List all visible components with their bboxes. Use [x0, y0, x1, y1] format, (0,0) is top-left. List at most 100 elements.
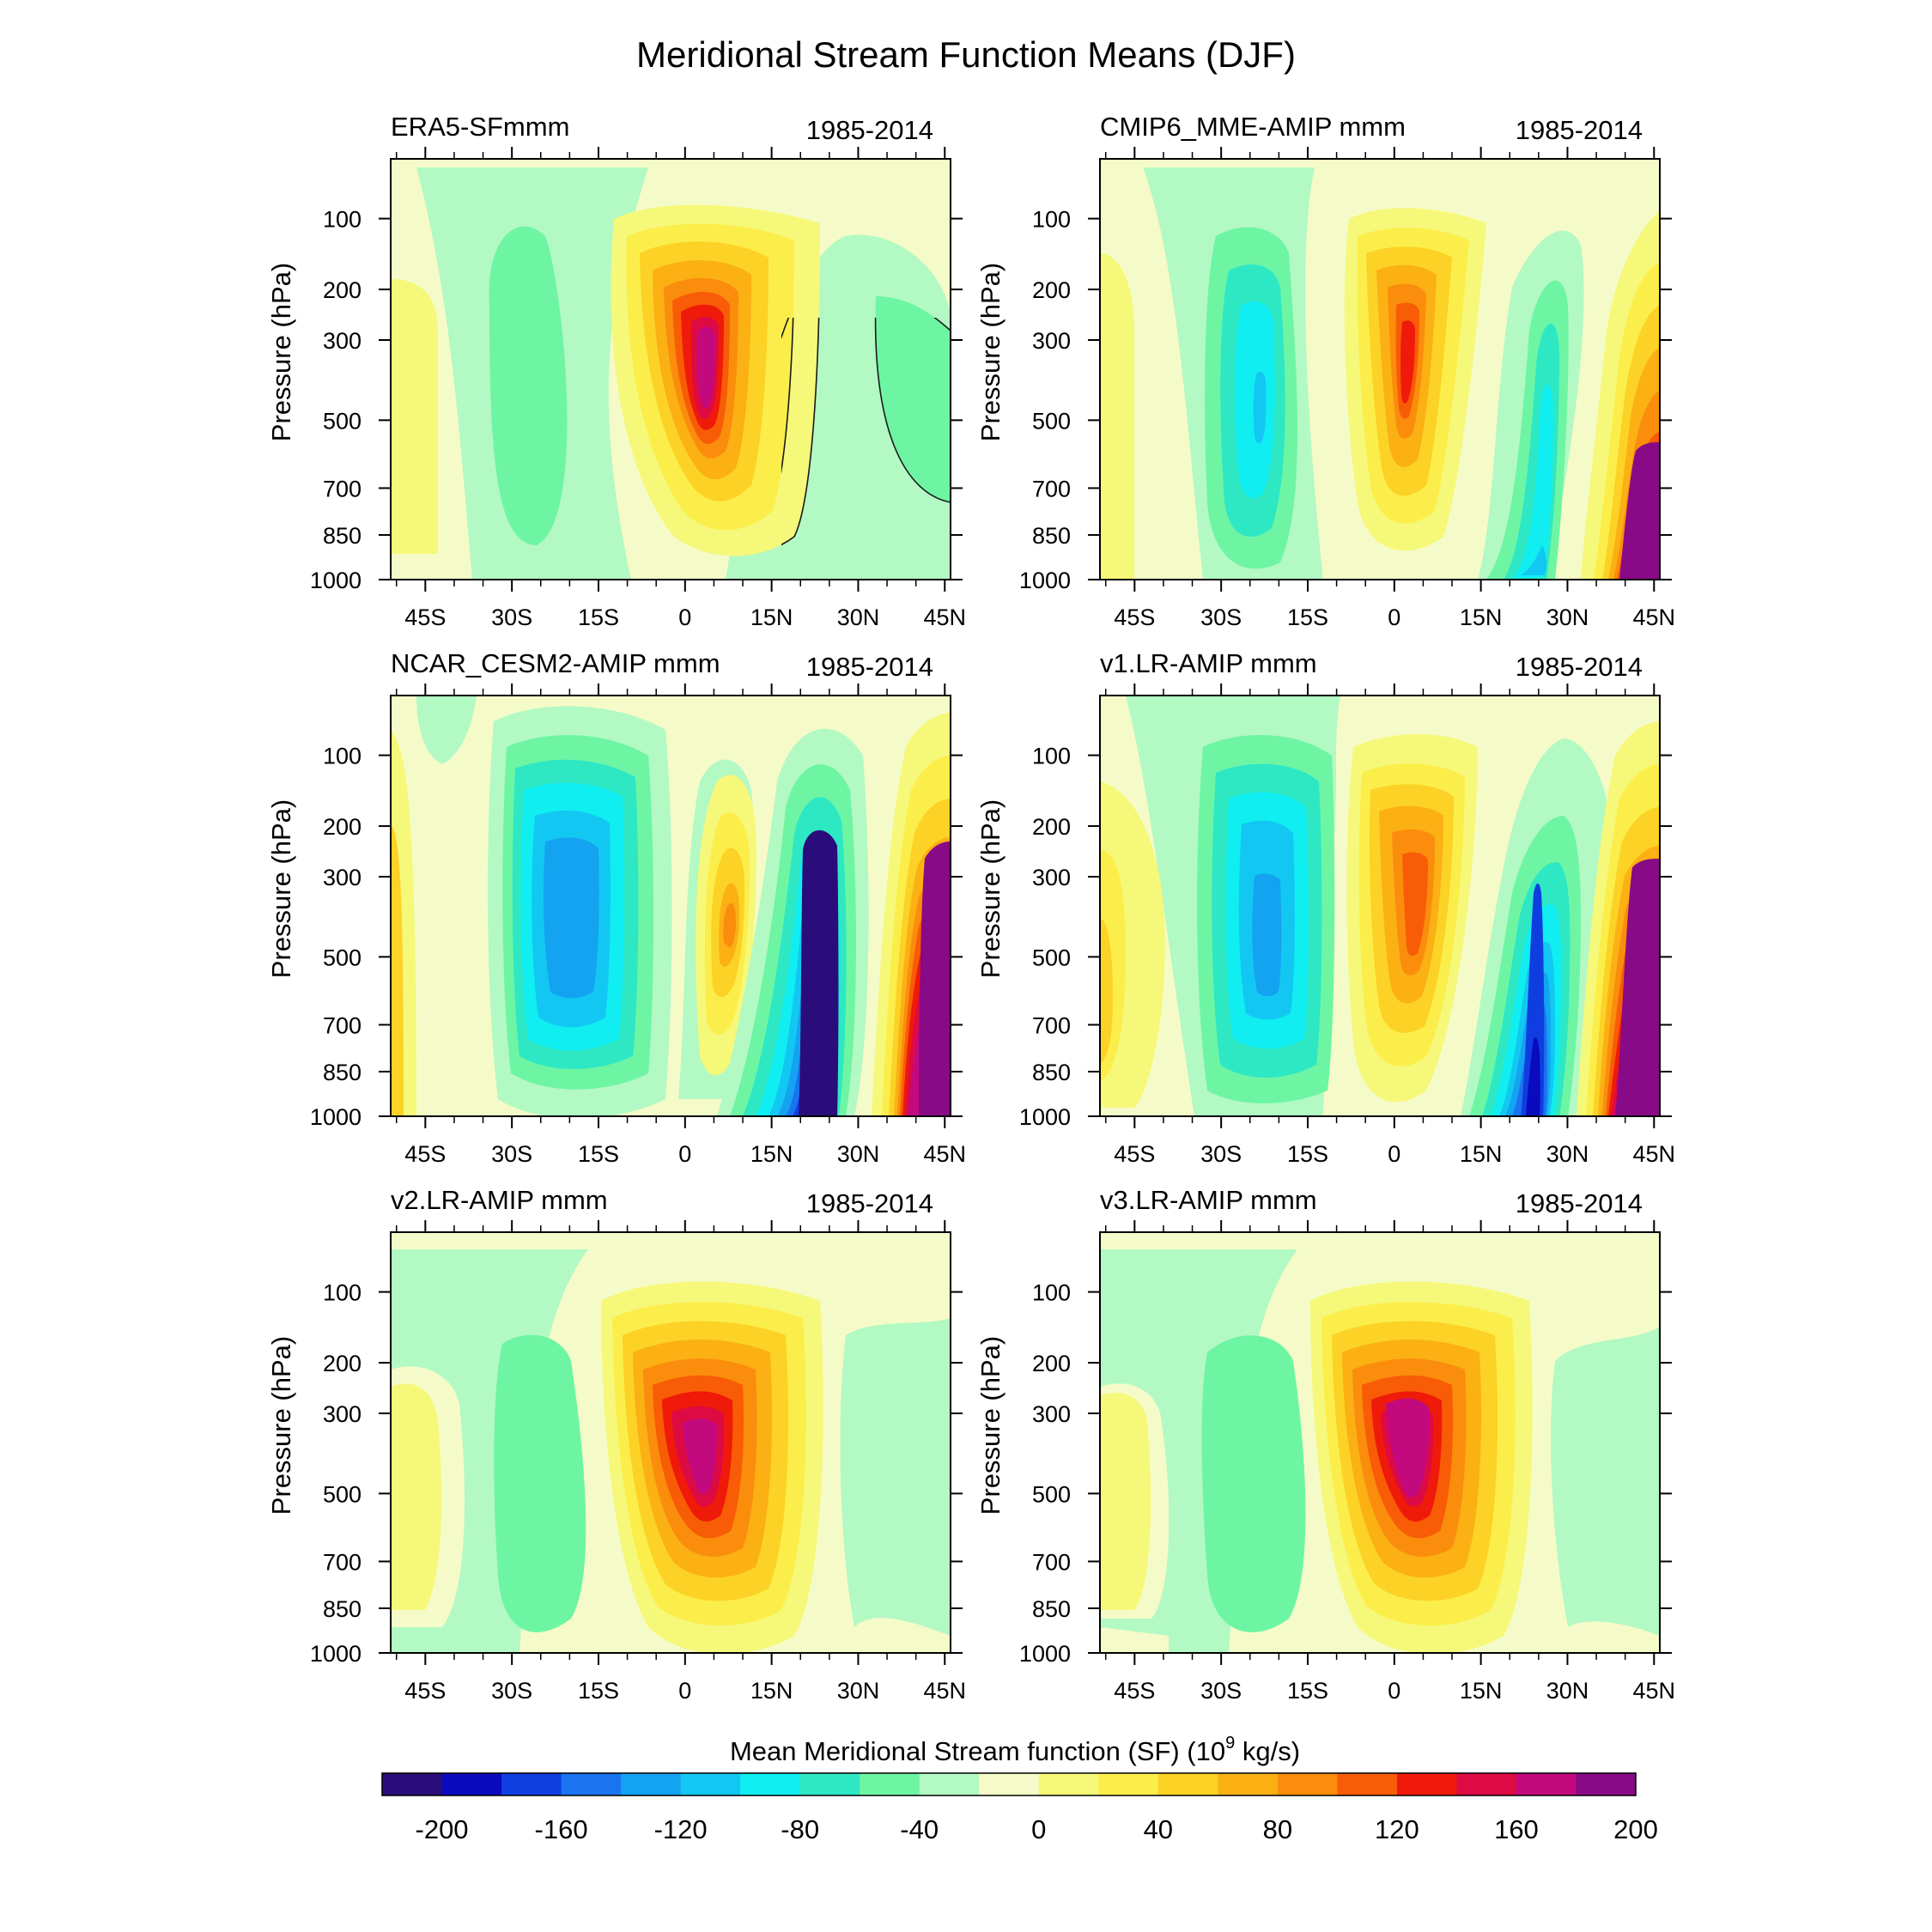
- y-tick-label: 500: [323, 1481, 361, 1507]
- colorbar-swatch: [501, 1773, 562, 1795]
- y-tick-label: 1000: [1019, 1104, 1071, 1130]
- y-tick-label: 100: [323, 744, 361, 769]
- y-tick-label: 200: [1032, 1351, 1071, 1376]
- panel-2: 45S 30S 15S 0 15N 30N 45N 100 200 300 500 700 850 100…: [975, 112, 1675, 630]
- panel-period: 1985-2014: [806, 652, 933, 682]
- y-axis-label: Pressure (hPa): [266, 1336, 296, 1515]
- x-tick-label: 45S: [1114, 605, 1155, 630]
- panel-title: v2.LR-AMIP mmm: [391, 1185, 608, 1215]
- panel-title: CMIP6_MME-AMIP mmm: [1100, 112, 1406, 142]
- y-tick-label: 100: [1032, 1280, 1071, 1306]
- y-tick-label: 300: [323, 1401, 361, 1427]
- figure-title: Meridional Stream Function Means (DJF): [636, 34, 1296, 75]
- panel-title: NCAR_CESM2-AMIP mmm: [391, 648, 720, 678]
- colorbar-label: -40: [900, 1814, 939, 1844]
- y-tick-label: 1000: [1019, 1641, 1071, 1667]
- y-tick-label: 200: [323, 1351, 361, 1376]
- x-tick-label: 0: [678, 605, 691, 630]
- x-tick-label: 45S: [404, 605, 446, 630]
- x-tick-label: 45S: [1114, 1141, 1155, 1167]
- sf-contour-field: [391, 1232, 951, 1653]
- panel-period: 1985-2014: [806, 1188, 933, 1218]
- panel-3: 45S 30S 15S 0 15N 30N 45N 100 200 300 500 700 850 100…: [266, 648, 966, 1167]
- colorbar-swatch: [860, 1773, 920, 1795]
- y-tick-label: 700: [323, 1012, 361, 1038]
- y-tick-label: 700: [1032, 1549, 1071, 1575]
- colorbar-swatch: [1576, 1773, 1637, 1795]
- sf-contour-field: [1100, 159, 1660, 580]
- colorbar-swatch: [680, 1773, 741, 1795]
- y-tick-label: 700: [323, 1549, 361, 1575]
- panel-title: v1.LR-AMIP mmm: [1100, 648, 1317, 678]
- colorbar-swatch: [1157, 1773, 1218, 1795]
- x-tick-label: 30S: [1200, 1678, 1242, 1704]
- x-tick-label: 30N: [837, 1678, 880, 1704]
- y-axis-label: Pressure (hPa): [266, 263, 296, 441]
- sf-contour-field: [1100, 1232, 1660, 1653]
- x-tick-label: 30N: [837, 605, 880, 630]
- y-tick-label: 300: [1032, 328, 1071, 354]
- sf-contour-field: [391, 696, 951, 1116]
- colorbar-swatch: [1396, 1773, 1457, 1795]
- x-tick-label: 45N: [924, 1141, 967, 1167]
- y-tick-label: 100: [1032, 207, 1071, 233]
- colorbar-label: 200: [1613, 1814, 1658, 1844]
- colorbar: Mean Meridional Stream function (SF) (10…: [381, 1734, 1658, 1844]
- colorbar-label: -200: [416, 1814, 469, 1844]
- y-tick-label: 500: [323, 945, 361, 970]
- y-tick-label: 300: [1032, 1401, 1071, 1427]
- x-tick-label: 30S: [1200, 1141, 1242, 1167]
- colorbar-frame: [381, 1772, 1637, 1796]
- x-tick-label: 45N: [1633, 1141, 1676, 1167]
- y-tick-label: 700: [1032, 476, 1071, 501]
- panel-5: 45S 30S 15S 0 15N 30N 45N 100 200 300 500 700 850 100…: [266, 1185, 966, 1704]
- plot-frame: [390, 1231, 951, 1654]
- y-tick-label: 500: [1032, 1481, 1071, 1507]
- x-tick-label: 15N: [1460, 605, 1503, 630]
- y-tick-label: 500: [1032, 408, 1071, 434]
- y-tick-label: 100: [1032, 744, 1071, 769]
- x-tick-label: 15S: [1287, 1678, 1328, 1704]
- x-tick-label: 45N: [924, 1678, 967, 1704]
- plot-frame: [1099, 695, 1661, 1117]
- panel-title: ERA5-SFmmm: [391, 112, 569, 142]
- panel-period: 1985-2014: [1516, 652, 1643, 682]
- colorbar-swatch: [621, 1773, 682, 1795]
- colorbar-label: 120: [1375, 1814, 1419, 1844]
- x-tick-label: 15N: [750, 605, 793, 630]
- colorbar-title: Mean Meridional Stream function (SF) (10…: [730, 1734, 1300, 1766]
- colorbar-swatch: [1516, 1773, 1577, 1795]
- y-tick-label: 700: [323, 476, 361, 501]
- x-tick-label: 30N: [1546, 1141, 1589, 1167]
- y-axis-label: Pressure (hPa): [266, 799, 296, 978]
- y-tick-label: 300: [323, 328, 361, 354]
- y-axis-label: Pressure (hPa): [975, 263, 1005, 441]
- colorbar-swatch: [1038, 1773, 1099, 1795]
- x-tick-label: 15S: [578, 1678, 619, 1704]
- panel-6: 45S 30S 15S 0 15N 30N 45N 100 200 300 500 700 850 100…: [975, 1185, 1675, 1704]
- x-tick-label: 45N: [1633, 605, 1676, 630]
- y-tick-label: 1000: [310, 1641, 361, 1667]
- colorbar-swatch: [1098, 1773, 1159, 1795]
- x-tick-label: 0: [1388, 1678, 1400, 1704]
- colorbar-swatch: [1277, 1773, 1338, 1795]
- x-tick-label: 0: [1388, 1141, 1400, 1167]
- colorbar-label: -160: [535, 1814, 588, 1844]
- x-tick-label: 0: [678, 1141, 691, 1167]
- colorbar-swatch: [1218, 1773, 1279, 1795]
- y-tick-label: 1000: [310, 1104, 361, 1130]
- y-tick-label: 100: [323, 1280, 361, 1306]
- y-tick-label: 700: [1032, 1012, 1071, 1038]
- x-tick-label: 15N: [1460, 1678, 1503, 1704]
- colorbar-swatch: [919, 1773, 980, 1795]
- colorbar-swatch: [799, 1773, 860, 1795]
- sf-contour-lines: [781, 318, 951, 580]
- x-tick-label: 30N: [837, 1141, 880, 1167]
- y-axis-label: Pressure (hPa): [975, 1336, 1005, 1515]
- colorbar-label: 160: [1494, 1814, 1539, 1844]
- y-tick-label: 300: [323, 865, 361, 890]
- x-tick-label: 30S: [1200, 605, 1242, 630]
- y-tick-label: 500: [1032, 945, 1071, 970]
- panel-period: 1985-2014: [1516, 115, 1643, 145]
